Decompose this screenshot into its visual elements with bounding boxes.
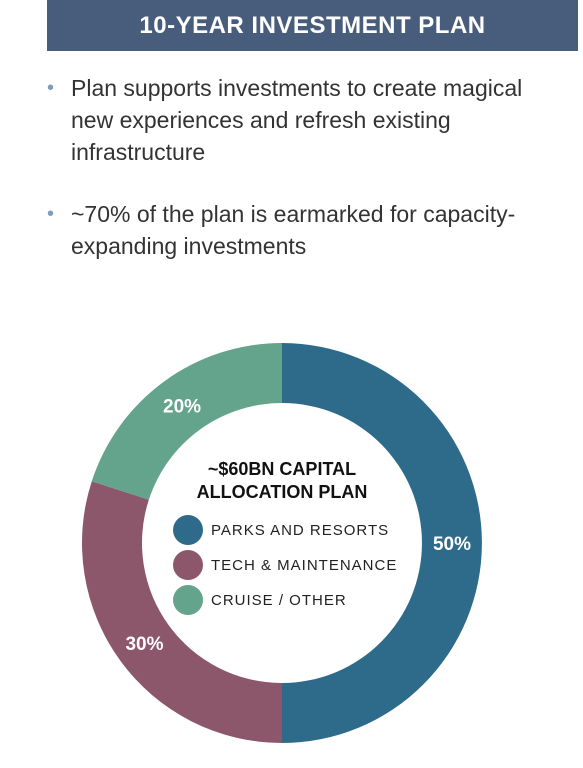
donut-chart: 50% 30% 20% ~$60BN CAPITAL ALLOCATION PLAN… [81, 343, 482, 743]
bullet-dot-icon: • [47, 77, 55, 99]
legend-label: CRUISE / OTHER [211, 592, 347, 609]
legend: PARKS AND RESORTS TECH & MAINTENANCE CRUIS… [173, 515, 397, 615]
chart-title-line: ALLOCATION PLAN [197, 482, 368, 502]
legend-swatch-icon [173, 515, 203, 545]
slice-data-label: 50% [433, 534, 471, 555]
slice-labels: 50% 30% 20% [125, 396, 471, 654]
legend-swatch-icon [173, 550, 203, 580]
bullet-dot-icon: • [47, 203, 55, 225]
bullet-item: • Plan supports investments to create ma… [47, 72, 567, 168]
bullet-line: ~70% of the plan is earmarked for capaci… [71, 201, 516, 227]
bullet-line: Plan supports investments to create magi… [71, 75, 523, 101]
legend-label: TECH & MAINTENANCE [211, 557, 397, 574]
donut-slice [91, 343, 282, 500]
legend-swatch-icon [173, 585, 203, 615]
bullet-item: • ~70% of the plan is earmarked for capa… [47, 198, 567, 262]
slice-data-label: 30% [125, 634, 163, 655]
chart-title-line: ~$60BN CAPITAL [208, 459, 356, 479]
donut-slices [81, 343, 482, 743]
bullet-line: expanding investments [71, 233, 307, 259]
donut-slice [81, 481, 282, 743]
donut-slice [282, 343, 482, 743]
bullet-line: infrastructure [71, 139, 206, 165]
slice-data-label: 20% [163, 396, 201, 417]
bullet-line: new experiences and refresh existing [71, 107, 451, 133]
bullet-list: • Plan supports investments to create ma… [47, 72, 567, 292]
legend-label: PARKS AND RESORTS [211, 522, 389, 539]
page-title: 10-YEAR INVESTMENT PLAN [47, 0, 578, 51]
